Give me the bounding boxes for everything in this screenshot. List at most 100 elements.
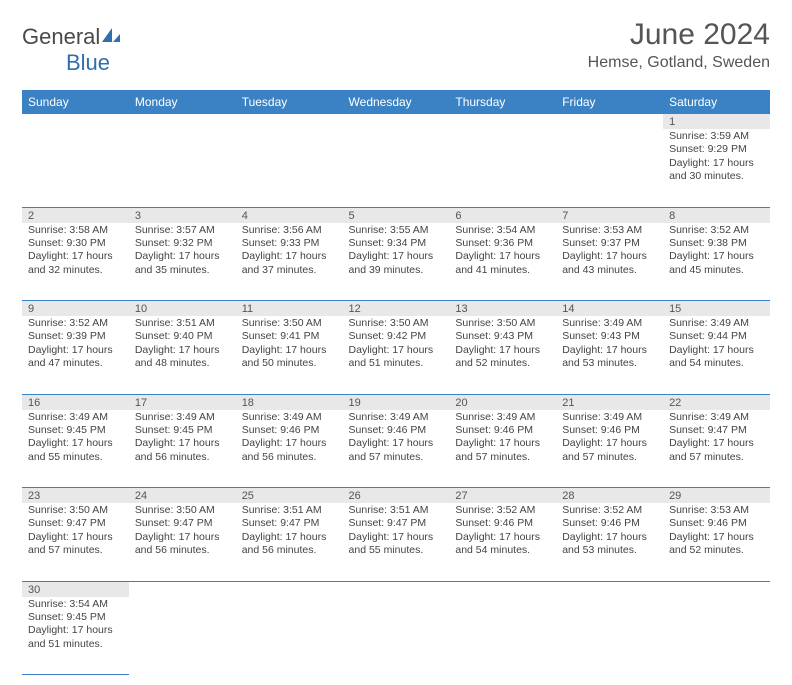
day-detail-line: Sunrise: 3:51 AM (135, 317, 230, 330)
day-detail-line: Sunset: 9:45 PM (28, 424, 123, 437)
weekday-header: Monday (129, 90, 236, 114)
day-number-cell: 6 (449, 207, 556, 223)
day-detail-line: Sunrise: 3:52 AM (669, 224, 764, 237)
day-detail-cell (449, 597, 556, 675)
day-detail-line: and 45 minutes. (669, 264, 764, 277)
day-detail-cell: Sunrise: 3:49 AMSunset: 9:46 PMDaylight:… (556, 410, 663, 488)
day-detail-line: Daylight: 17 hours (349, 437, 444, 450)
day-detail-cell: Sunrise: 3:50 AMSunset: 9:47 PMDaylight:… (129, 503, 236, 581)
daynum-row: 1 (22, 114, 770, 129)
day-detail-line: Sunset: 9:30 PM (28, 237, 123, 250)
day-detail-line: and 54 minutes. (455, 544, 550, 557)
day-number-cell (343, 114, 450, 129)
day-detail-cell: Sunrise: 3:53 AMSunset: 9:46 PMDaylight:… (663, 503, 770, 581)
day-detail-line: and 52 minutes. (669, 544, 764, 557)
day-detail-line: and 56 minutes. (242, 451, 337, 464)
detail-row: Sunrise: 3:54 AMSunset: 9:45 PMDaylight:… (22, 597, 770, 675)
day-detail-line: Sunset: 9:47 PM (669, 424, 764, 437)
day-detail-cell: Sunrise: 3:52 AMSunset: 9:38 PMDaylight:… (663, 223, 770, 301)
day-detail-line: Sunrise: 3:49 AM (562, 317, 657, 330)
weekday-header: Thursday (449, 90, 556, 114)
day-detail-cell (556, 597, 663, 675)
day-detail-line: Sunset: 9:38 PM (669, 237, 764, 250)
weekday-header: Saturday (663, 90, 770, 114)
day-detail-line: Sunset: 9:47 PM (349, 517, 444, 530)
day-detail-line: Sunset: 9:33 PM (242, 237, 337, 250)
day-detail-cell: Sunrise: 3:51 AMSunset: 9:47 PMDaylight:… (236, 503, 343, 581)
day-detail-cell (129, 597, 236, 675)
day-detail-line: Sunrise: 3:49 AM (28, 411, 123, 424)
day-detail-line: Sunrise: 3:49 AM (349, 411, 444, 424)
day-number-cell: 18 (236, 394, 343, 410)
day-detail-line: Daylight: 17 hours (455, 344, 550, 357)
day-number-cell: 7 (556, 207, 663, 223)
day-detail-cell (236, 129, 343, 207)
day-number-cell: 5 (343, 207, 450, 223)
calendar-table: Sunday Monday Tuesday Wednesday Thursday… (22, 90, 770, 675)
day-detail-line: Daylight: 17 hours (562, 250, 657, 263)
day-detail-line: Sunrise: 3:50 AM (349, 317, 444, 330)
day-detail-line: Daylight: 17 hours (28, 344, 123, 357)
day-number-cell: 20 (449, 394, 556, 410)
day-detail-line: Daylight: 17 hours (242, 344, 337, 357)
day-number-cell: 27 (449, 488, 556, 504)
logo-part2: Blue (66, 50, 110, 75)
day-detail-line: and 51 minutes. (28, 638, 123, 651)
day-detail-cell: Sunrise: 3:49 AMSunset: 9:46 PMDaylight:… (236, 410, 343, 488)
day-detail-line: Sunset: 9:46 PM (242, 424, 337, 437)
day-detail-cell (343, 597, 450, 675)
day-detail-line: Sunset: 9:44 PM (669, 330, 764, 343)
day-detail-line: and 56 minutes. (135, 544, 230, 557)
day-detail-line: Daylight: 17 hours (135, 437, 230, 450)
day-detail-line: Sunset: 9:46 PM (455, 424, 550, 437)
day-detail-line: and 48 minutes. (135, 357, 230, 370)
day-detail-line: and 57 minutes. (669, 451, 764, 464)
day-number-cell: 22 (663, 394, 770, 410)
day-detail-line: Daylight: 17 hours (455, 437, 550, 450)
day-detail-line: and 47 minutes. (28, 357, 123, 370)
logo-text: GeneralBlue (22, 24, 122, 76)
logo: GeneralBlue (22, 18, 122, 76)
day-detail-line: Sunset: 9:39 PM (28, 330, 123, 343)
daynum-row: 23242526272829 (22, 488, 770, 504)
day-number-cell: 2 (22, 207, 129, 223)
day-detail-line: Daylight: 17 hours (242, 531, 337, 544)
day-detail-line: Sunset: 9:36 PM (455, 237, 550, 250)
day-detail-line: and 57 minutes. (28, 544, 123, 557)
day-number-cell (343, 581, 450, 597)
day-detail-cell (236, 597, 343, 675)
day-number-cell (556, 114, 663, 129)
day-detail-line: Sunrise: 3:58 AM (28, 224, 123, 237)
day-detail-line: Sunrise: 3:57 AM (135, 224, 230, 237)
day-detail-line: Sunset: 9:45 PM (135, 424, 230, 437)
day-detail-line: Sunrise: 3:59 AM (669, 130, 764, 143)
day-detail-cell: Sunrise: 3:52 AMSunset: 9:39 PMDaylight:… (22, 316, 129, 394)
day-detail-cell: Sunrise: 3:50 AMSunset: 9:43 PMDaylight:… (449, 316, 556, 394)
day-detail-cell: Sunrise: 3:49 AMSunset: 9:43 PMDaylight:… (556, 316, 663, 394)
logo-part1: General (22, 24, 100, 49)
day-detail-line: Sunset: 9:47 PM (242, 517, 337, 530)
day-detail-line: Sunrise: 3:50 AM (242, 317, 337, 330)
day-detail-line: Sunrise: 3:49 AM (242, 411, 337, 424)
day-detail-line: Sunset: 9:34 PM (349, 237, 444, 250)
day-number-cell (129, 114, 236, 129)
day-number-cell: 12 (343, 301, 450, 317)
day-detail-cell (129, 129, 236, 207)
day-detail-line: Daylight: 17 hours (562, 531, 657, 544)
day-number-cell: 23 (22, 488, 129, 504)
day-detail-cell: Sunrise: 3:50 AMSunset: 9:42 PMDaylight:… (343, 316, 450, 394)
day-detail-line: Daylight: 17 hours (669, 344, 764, 357)
day-detail-line: Daylight: 17 hours (349, 250, 444, 263)
day-detail-line: and 35 minutes. (135, 264, 230, 277)
day-number-cell: 26 (343, 488, 450, 504)
day-number-cell: 25 (236, 488, 343, 504)
day-number-cell (556, 581, 663, 597)
day-detail-cell (22, 129, 129, 207)
day-detail-cell: Sunrise: 3:56 AMSunset: 9:33 PMDaylight:… (236, 223, 343, 301)
day-detail-line: Sunrise: 3:49 AM (562, 411, 657, 424)
day-detail-line: Daylight: 17 hours (349, 531, 444, 544)
day-detail-line: Daylight: 17 hours (135, 531, 230, 544)
day-number-cell: 30 (22, 581, 129, 597)
day-number-cell (449, 581, 556, 597)
day-detail-line: Sunset: 9:43 PM (455, 330, 550, 343)
